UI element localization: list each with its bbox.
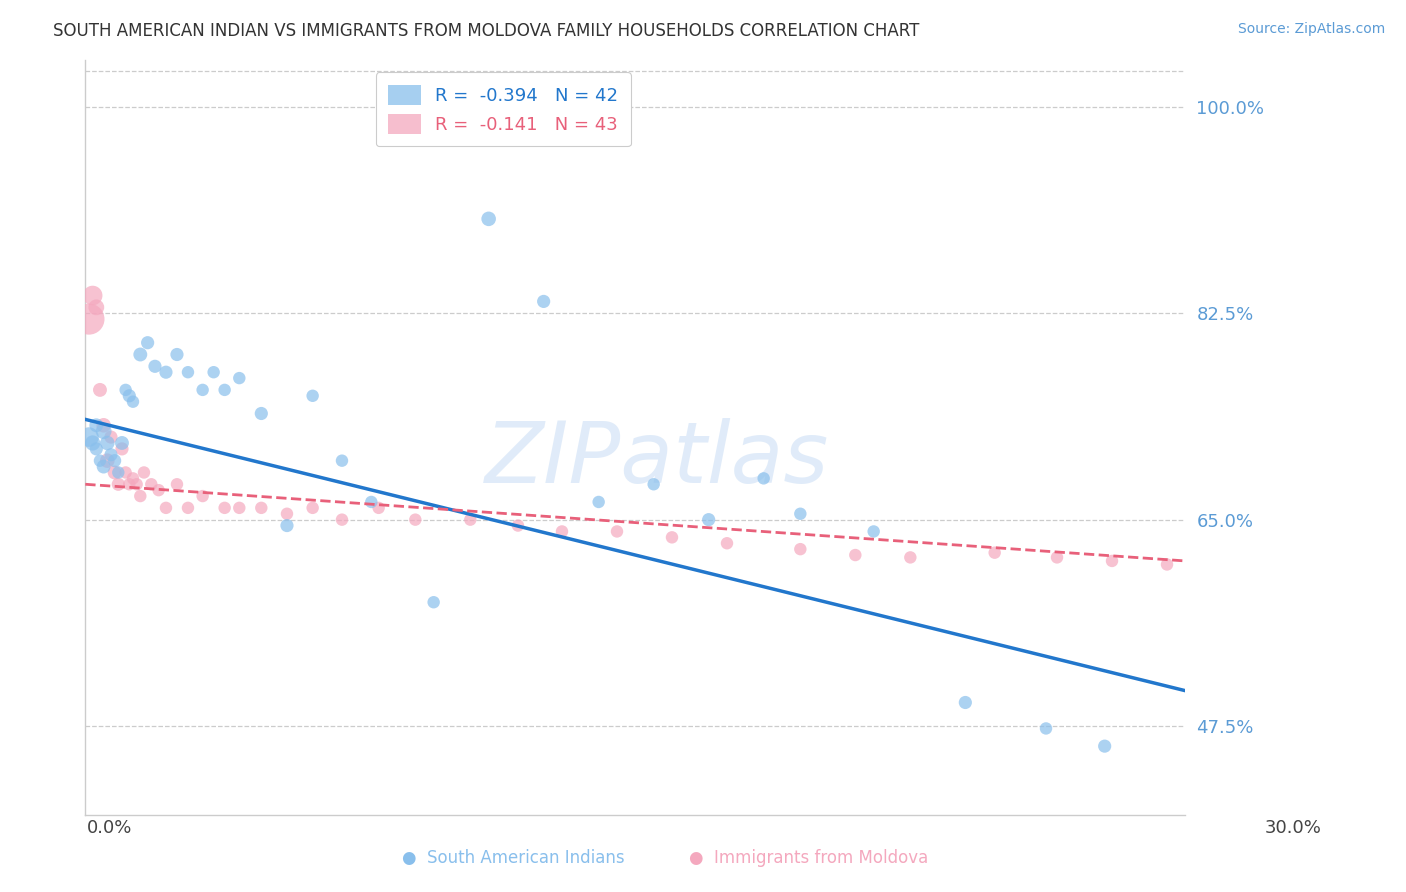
Point — [84, 442, 107, 456]
Point — [82, 436, 104, 450]
Point — [104, 453, 127, 467]
Point — [166, 477, 188, 491]
Point — [155, 500, 177, 515]
Point — [129, 347, 152, 361]
Point — [1046, 550, 1069, 565]
Point — [122, 394, 145, 409]
Point — [96, 453, 118, 467]
Point — [404, 513, 426, 527]
Point — [191, 383, 214, 397]
Point — [155, 365, 177, 379]
Point — [141, 477, 163, 491]
Text: SOUTH AMERICAN INDIAN VS IMMIGRANTS FROM MOLDOVA FAMILY HOUSEHOLDS CORRELATION C: SOUTH AMERICAN INDIAN VS IMMIGRANTS FROM… — [53, 22, 920, 40]
Point — [166, 347, 188, 361]
Point — [533, 294, 555, 309]
Point — [84, 301, 107, 315]
Point — [125, 477, 148, 491]
Point — [250, 407, 273, 421]
Point — [82, 288, 104, 302]
Point — [301, 500, 323, 515]
Point — [93, 418, 115, 433]
Text: Source: ZipAtlas.com: Source: ZipAtlas.com — [1237, 22, 1385, 37]
Point — [1035, 722, 1057, 736]
Point — [96, 436, 118, 450]
Point — [132, 466, 155, 480]
Point — [360, 495, 382, 509]
Point — [84, 418, 107, 433]
Point — [111, 442, 134, 456]
Point — [460, 513, 482, 527]
Point — [118, 477, 141, 491]
Point — [214, 383, 236, 397]
Point — [606, 524, 628, 539]
Point — [789, 542, 811, 557]
Point — [111, 436, 134, 450]
Point — [422, 595, 444, 609]
Point — [77, 430, 100, 444]
Point — [276, 518, 298, 533]
Point — [114, 466, 136, 480]
Point — [100, 448, 122, 462]
Point — [93, 459, 115, 474]
Text: ●  Immigrants from Moldova: ● Immigrants from Moldova — [689, 849, 928, 867]
Point — [202, 365, 225, 379]
Point — [789, 507, 811, 521]
Point — [301, 389, 323, 403]
Text: ●  South American Indians: ● South American Indians — [402, 849, 624, 867]
Point — [862, 524, 884, 539]
Point — [330, 453, 353, 467]
Point — [898, 550, 921, 565]
Point — [330, 513, 353, 527]
Text: ZIPatlas: ZIPatlas — [485, 418, 830, 501]
Point — [136, 335, 159, 350]
Point — [1101, 554, 1123, 568]
Point — [506, 518, 529, 533]
Point — [129, 489, 152, 503]
Point — [191, 489, 214, 503]
Point — [643, 477, 665, 491]
Point — [367, 500, 389, 515]
Point — [228, 500, 250, 515]
Point — [89, 383, 111, 397]
Point — [114, 383, 136, 397]
Legend: R =  -0.394   N = 42, R =  -0.141   N = 43: R = -0.394 N = 42, R = -0.141 N = 43 — [375, 72, 631, 146]
Point — [214, 500, 236, 515]
Point — [1156, 558, 1178, 572]
Text: 30.0%: 30.0% — [1265, 819, 1322, 837]
Point — [844, 548, 866, 562]
Point — [661, 530, 683, 544]
Point — [89, 453, 111, 467]
Point — [1094, 739, 1116, 753]
Point — [228, 371, 250, 385]
Point — [752, 471, 775, 485]
Point — [77, 312, 100, 326]
Point — [588, 495, 610, 509]
Point — [122, 471, 145, 485]
Point — [177, 365, 200, 379]
Point — [100, 430, 122, 444]
Point — [107, 477, 129, 491]
Point — [716, 536, 738, 550]
Point — [107, 466, 129, 480]
Text: 0.0%: 0.0% — [87, 819, 132, 837]
Point — [148, 483, 170, 498]
Point — [478, 211, 501, 226]
Point — [697, 513, 720, 527]
Point — [118, 389, 141, 403]
Point — [177, 500, 200, 515]
Point — [104, 466, 127, 480]
Point — [983, 546, 1005, 560]
Point — [551, 524, 574, 539]
Point — [250, 500, 273, 515]
Point — [276, 507, 298, 521]
Point — [955, 696, 977, 710]
Point — [93, 424, 115, 438]
Point — [143, 359, 166, 374]
